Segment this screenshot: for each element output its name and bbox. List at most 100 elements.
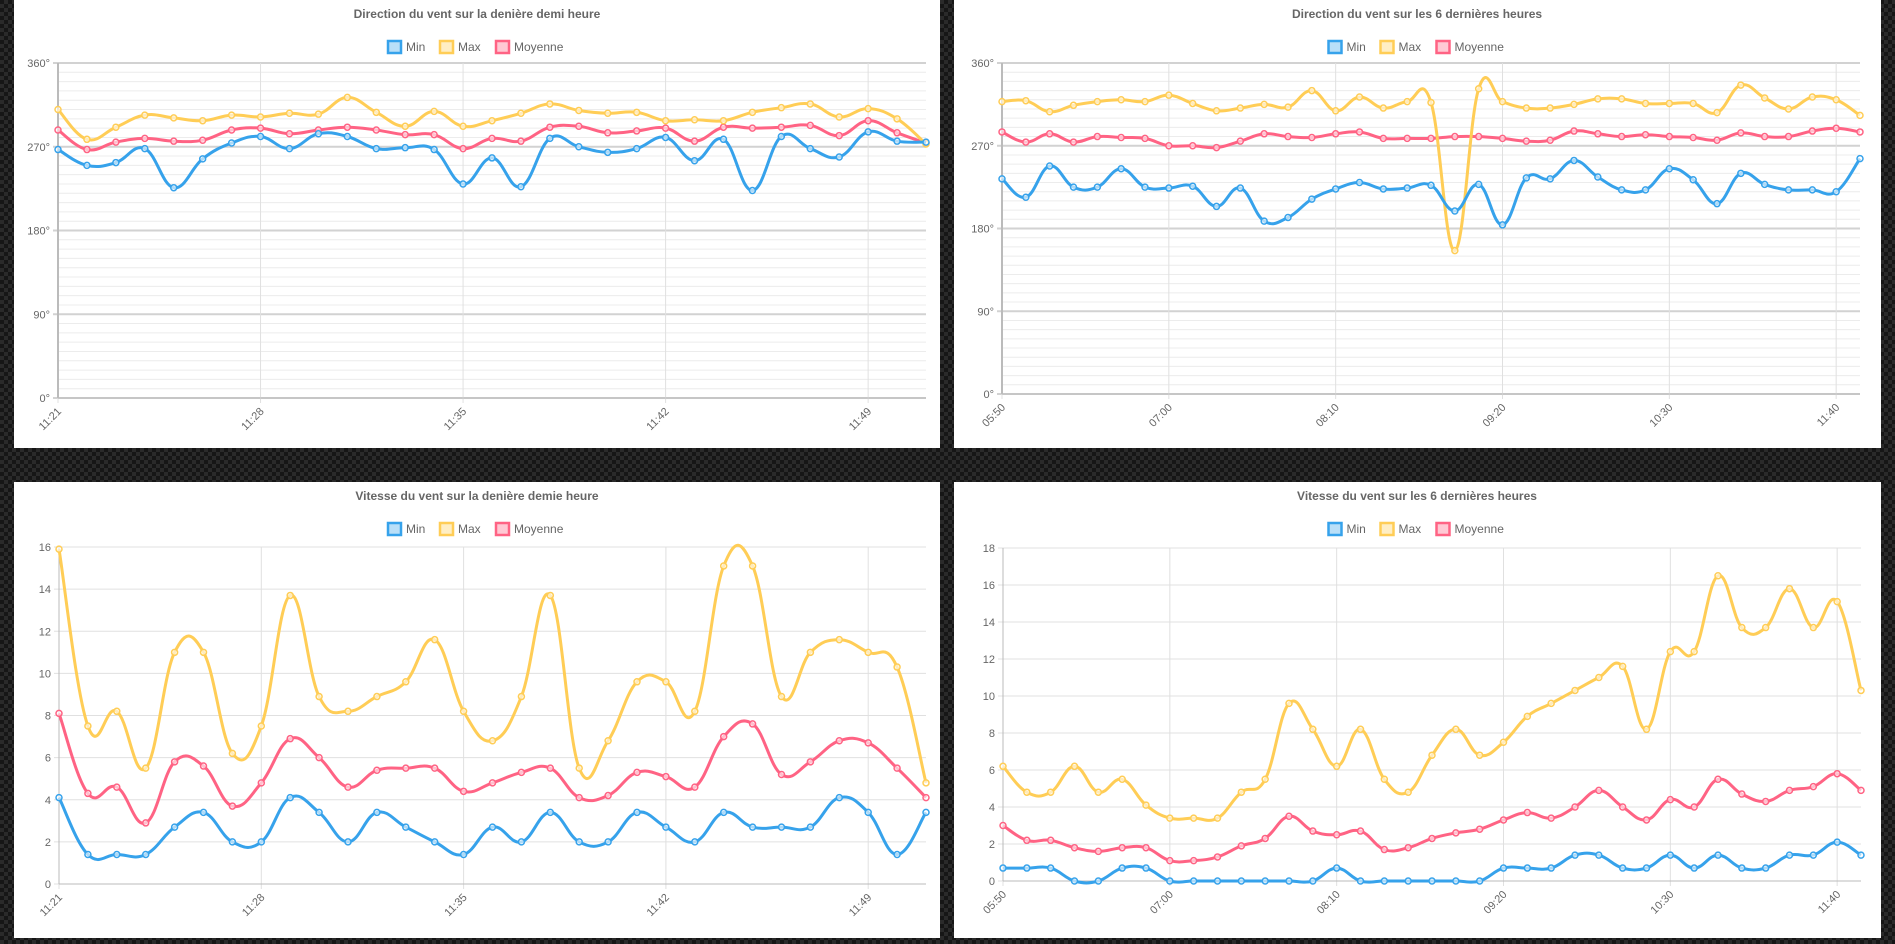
data-point[interactable] xyxy=(604,791,612,800)
data-point[interactable] xyxy=(1452,829,1460,837)
data-point[interactable] xyxy=(517,692,526,701)
data-point[interactable] xyxy=(1165,184,1173,192)
data-point[interactable] xyxy=(690,137,699,145)
data-point[interactable] xyxy=(1856,154,1864,163)
data-point[interactable] xyxy=(113,783,121,791)
data-point[interactable] xyxy=(1045,107,1054,116)
legend-item[interactable]: Max xyxy=(438,521,481,537)
data-point[interactable] xyxy=(1832,187,1840,196)
data-point[interactable] xyxy=(661,124,670,132)
data-point[interactable] xyxy=(1571,851,1579,859)
data-point[interactable] xyxy=(1285,812,1293,820)
data-point[interactable] xyxy=(459,850,468,859)
data-point[interactable] xyxy=(1046,836,1055,845)
data-point[interactable] xyxy=(257,779,266,787)
data-point[interactable] xyxy=(1285,877,1293,885)
data-point[interactable] xyxy=(1808,186,1817,194)
data-point[interactable] xyxy=(1166,856,1174,865)
data-point[interactable] xyxy=(1761,864,1770,872)
data-point[interactable] xyxy=(691,783,699,791)
data-point[interactable] xyxy=(1142,843,1150,852)
data-point[interactable] xyxy=(1356,877,1365,885)
legend[interactable]: Min Max Moyenne xyxy=(1327,39,1505,55)
data-point[interactable] xyxy=(169,137,178,145)
data-point[interactable] xyxy=(1046,788,1055,796)
data-point[interactable] xyxy=(1261,877,1269,885)
data-point[interactable] xyxy=(893,764,901,772)
data-point[interactable] xyxy=(777,770,786,779)
data-point[interactable] xyxy=(198,116,207,125)
data-point[interactable] xyxy=(1117,164,1125,173)
data-point[interactable] xyxy=(1738,790,1746,798)
data-point[interactable] xyxy=(1474,180,1483,189)
data-point[interactable] xyxy=(661,133,670,142)
data-point[interactable] xyxy=(1833,838,1841,846)
data-point[interactable] xyxy=(314,110,323,118)
data-point[interactable] xyxy=(864,648,872,657)
data-point[interactable] xyxy=(546,808,555,817)
data-point[interactable] xyxy=(1452,725,1460,734)
data-point[interactable] xyxy=(1023,864,1031,872)
data-point[interactable] xyxy=(1474,132,1483,141)
data-point[interactable] xyxy=(1690,864,1698,872)
data-point[interactable] xyxy=(1045,162,1054,170)
data-point[interactable] xyxy=(604,838,612,846)
data-point[interactable] xyxy=(344,707,352,716)
data-point[interactable] xyxy=(83,161,91,170)
data-point[interactable] xyxy=(1785,786,1794,795)
data-point[interactable] xyxy=(1499,864,1508,872)
legend-item[interactable]: Min xyxy=(1327,39,1366,55)
data-point[interactable] xyxy=(1094,877,1103,885)
data-point[interactable] xyxy=(1642,816,1651,824)
data-point[interactable] xyxy=(344,838,352,846)
data-point[interactable] xyxy=(998,97,1006,106)
data-point[interactable] xyxy=(546,100,554,108)
data-point[interactable] xyxy=(1237,842,1246,850)
data-point[interactable] xyxy=(1308,195,1316,203)
data-point[interactable] xyxy=(1666,851,1675,859)
data-point[interactable] xyxy=(1212,107,1221,115)
data-point[interactable] xyxy=(1833,597,1841,606)
data-point[interactable] xyxy=(1714,851,1722,859)
data-point[interactable] xyxy=(401,122,409,131)
data-point[interactable] xyxy=(806,144,815,153)
data-point[interactable] xyxy=(864,104,872,113)
data-point[interactable] xyxy=(1856,111,1864,120)
data-point[interactable] xyxy=(546,764,555,772)
data-point[interactable] xyxy=(1760,132,1769,141)
data-point[interactable] xyxy=(228,838,237,846)
data-point[interactable] xyxy=(430,107,438,116)
data-point[interactable] xyxy=(1332,762,1341,771)
data-point[interactable] xyxy=(459,787,468,796)
data-point[interactable] xyxy=(1618,803,1627,811)
data-point[interactable] xyxy=(1212,143,1221,152)
data-point[interactable] xyxy=(633,768,641,777)
data-point[interactable] xyxy=(1833,769,1841,778)
data-point[interactable] xyxy=(1760,94,1769,102)
data-point[interactable] xyxy=(1356,827,1365,835)
data-point[interactable] xyxy=(1594,130,1602,138)
data-point[interactable] xyxy=(1595,851,1603,859)
data-point[interactable] xyxy=(1022,96,1030,105)
data-point[interactable] xyxy=(1784,132,1793,141)
data-point[interactable] xyxy=(691,838,699,846)
data-point[interactable] xyxy=(546,134,554,143)
legend-item[interactable]: Moyenne xyxy=(1435,39,1505,55)
data-point[interactable] xyxy=(1451,207,1459,215)
data-point[interactable] xyxy=(1188,99,1197,108)
data-point[interactable] xyxy=(662,772,670,781)
data-point[interactable] xyxy=(1857,851,1865,859)
data-point[interactable] xyxy=(1689,133,1697,142)
data-point[interactable] xyxy=(835,635,844,644)
data-point[interactable] xyxy=(1738,623,1746,632)
legend-item[interactable]: Moyenne xyxy=(1435,521,1505,537)
data-point[interactable] xyxy=(1332,831,1341,839)
data-point[interactable] xyxy=(864,116,872,125)
data-point[interactable] xyxy=(1713,108,1721,117)
data-point[interactable] xyxy=(575,122,583,131)
data-point[interactable] xyxy=(1689,99,1697,108)
data-point[interactable] xyxy=(1475,825,1484,833)
data-point[interactable] xyxy=(1046,864,1055,872)
data-point[interactable] xyxy=(806,758,815,766)
data-point[interactable] xyxy=(1380,877,1389,885)
